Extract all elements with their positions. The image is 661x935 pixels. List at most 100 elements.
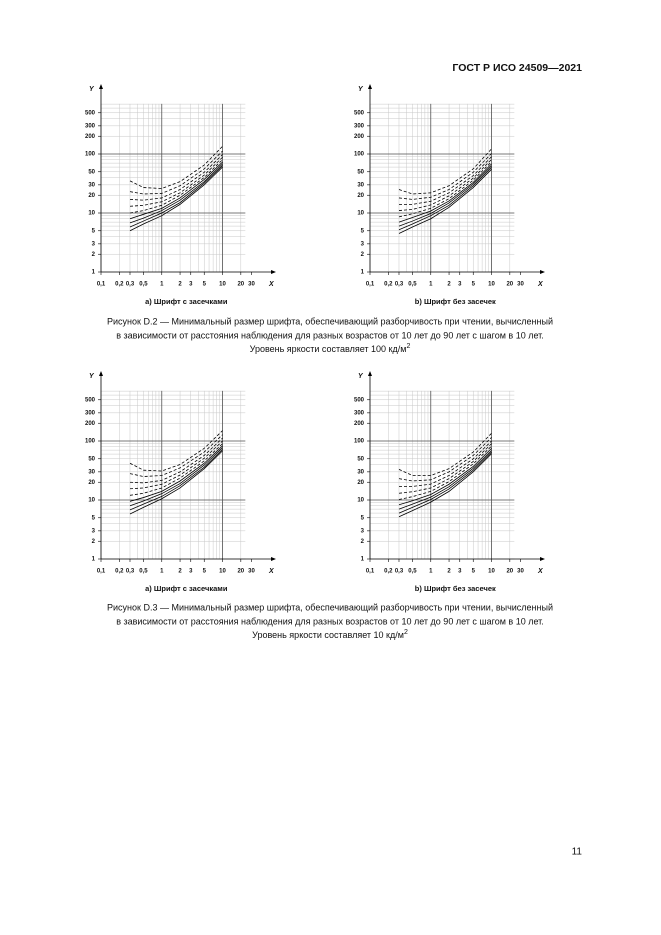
curve (398, 169, 492, 234)
x-tick-label: 10 (219, 569, 226, 575)
x-tick-label: 0,2 (115, 569, 124, 575)
x-axis-arrow (271, 557, 276, 561)
x-tick-label: 30 (248, 569, 255, 575)
y-axis-arrow (368, 371, 372, 376)
y-axis-arrow (99, 84, 103, 89)
x-tick-label: 2 (178, 282, 182, 288)
y-tick-label: 500 (354, 110, 365, 116)
curve (398, 445, 492, 500)
x-tick-label: 1 (160, 569, 164, 575)
x-axis-arrow (271, 270, 276, 274)
y-tick-label: 20 (88, 480, 95, 486)
x-tick-label: 5 (203, 569, 207, 575)
y-tick-label: 30 (88, 182, 95, 188)
x-tick-label: 30 (248, 282, 255, 288)
y-axis-label: Y (358, 86, 364, 93)
x-tick-label: 0,5 (139, 569, 148, 575)
y-tick-label: 50 (357, 169, 364, 175)
x-tick-label: 0,1 (366, 569, 375, 575)
x-tick-label: 2 (447, 569, 451, 575)
x-tick-label: 30 (517, 282, 524, 288)
x-axis-label: X (537, 281, 544, 288)
chart-subtitle: b) Шрифт без засечек (415, 584, 496, 593)
y-tick-label: 300 (85, 410, 96, 416)
header-title: ГОСТ Р ИСО 24509—2021 (452, 62, 582, 74)
y-tick-label: 100 (85, 152, 96, 158)
y-tick-label: 3 (361, 528, 365, 534)
caption-sup: 2 (406, 343, 410, 350)
x-tick-label: 0,3 (395, 282, 404, 288)
y-tick-label: 10 (88, 211, 95, 217)
x-tick-label: 0,2 (384, 282, 393, 288)
curve (129, 449, 223, 511)
x-tick-label: 20 (237, 569, 244, 575)
x-tick-label: 5 (203, 282, 207, 288)
caption-line: Рисунок D.2 — Минимальный размер шрифта,… (107, 316, 553, 326)
curve (398, 165, 492, 227)
curve (398, 451, 492, 514)
x-tick-label: 1 (160, 282, 164, 288)
y-tick-label: 5 (361, 228, 365, 234)
y-tick-label: 500 (85, 110, 96, 116)
y-tick-label: 100 (85, 439, 96, 445)
curve (129, 443, 223, 496)
x-tick-label: 20 (506, 569, 513, 575)
y-tick-label: 5 (92, 515, 96, 521)
curve (398, 437, 492, 482)
curve (129, 166, 223, 232)
curve (398, 448, 492, 506)
y-tick-label: 1 (361, 557, 365, 563)
y-tick-label: 2 (361, 252, 365, 258)
curve (129, 437, 223, 484)
x-tick-label: 2 (178, 569, 182, 575)
x-tick-label: 0,3 (395, 569, 404, 575)
curve (398, 433, 492, 476)
y-tick-label: 500 (354, 397, 365, 403)
x-axis-arrow (540, 270, 545, 274)
y-tick-label: 3 (92, 528, 96, 534)
y-tick-label: 10 (88, 498, 95, 504)
x-tick-label: 3 (458, 569, 462, 575)
x-axis-label: X (268, 568, 275, 575)
y-tick-label: 500 (85, 397, 96, 403)
y-tick-label: 1 (361, 270, 365, 276)
y-tick-label: 10 (357, 498, 364, 504)
y-axis-arrow (368, 84, 372, 89)
y-tick-label: 3 (361, 241, 365, 247)
y-tick-label: 50 (88, 169, 95, 175)
curve (129, 161, 223, 220)
y-axis-label: Y (358, 373, 364, 380)
x-tick-label: 10 (488, 569, 495, 575)
curve (398, 153, 492, 200)
y-tick-label: 2 (92, 252, 96, 258)
caption-sup: 2 (404, 629, 408, 636)
x-tick-label: 3 (189, 569, 193, 575)
y-tick-label: 50 (88, 456, 95, 462)
curve (398, 148, 492, 195)
curve (129, 434, 223, 477)
curve (129, 150, 223, 195)
page-number: 11 (572, 847, 583, 858)
curve (129, 159, 223, 214)
x-tick-label: 1 (429, 282, 433, 288)
x-tick-label: 0,5 (408, 282, 417, 288)
curve (398, 156, 492, 205)
y-tick-label: 200 (85, 421, 96, 427)
curve (129, 154, 223, 201)
y-tick-label: 1 (92, 270, 96, 276)
caption-line: Рисунок D.3 — Минимальный размер шрифта,… (107, 602, 553, 612)
x-axis-label: X (537, 568, 544, 575)
y-tick-label: 1 (92, 557, 96, 563)
curve (398, 163, 492, 223)
caption-line: Уровень яркости составляет 100 кд/м2 (250, 343, 411, 355)
y-tick-label: 200 (85, 134, 96, 140)
y-tick-label: 5 (92, 228, 96, 234)
y-tick-label: 300 (85, 123, 96, 129)
x-tick-label: 20 (237, 282, 244, 288)
y-tick-label: 2 (92, 539, 96, 545)
x-tick-label: 0,2 (115, 282, 124, 288)
x-tick-label: 0,3 (126, 569, 135, 575)
x-tick-label: 0,2 (384, 569, 393, 575)
curve (129, 430, 223, 472)
